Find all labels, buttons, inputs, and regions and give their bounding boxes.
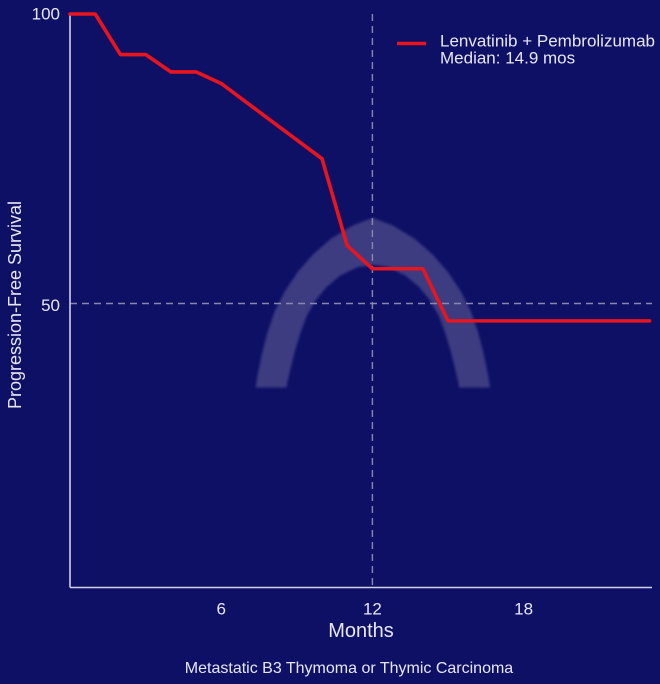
svg-text:Months: Months bbox=[328, 620, 394, 642]
svg-text:Metastatic B3 Thymoma or Thymi: Metastatic B3 Thymoma or Thymic Carcinom… bbox=[185, 660, 514, 677]
svg-text:12: 12 bbox=[363, 600, 382, 619]
svg-text:6: 6 bbox=[216, 600, 225, 619]
svg-text:50: 50 bbox=[41, 296, 60, 315]
svg-text:Progression-Free Survival: Progression-Free Survival bbox=[5, 201, 25, 409]
svg-text:100: 100 bbox=[32, 5, 60, 24]
svg-text:18: 18 bbox=[514, 600, 533, 619]
svg-text:Median: 14.9 mos: Median: 14.9 mos bbox=[440, 49, 575, 68]
